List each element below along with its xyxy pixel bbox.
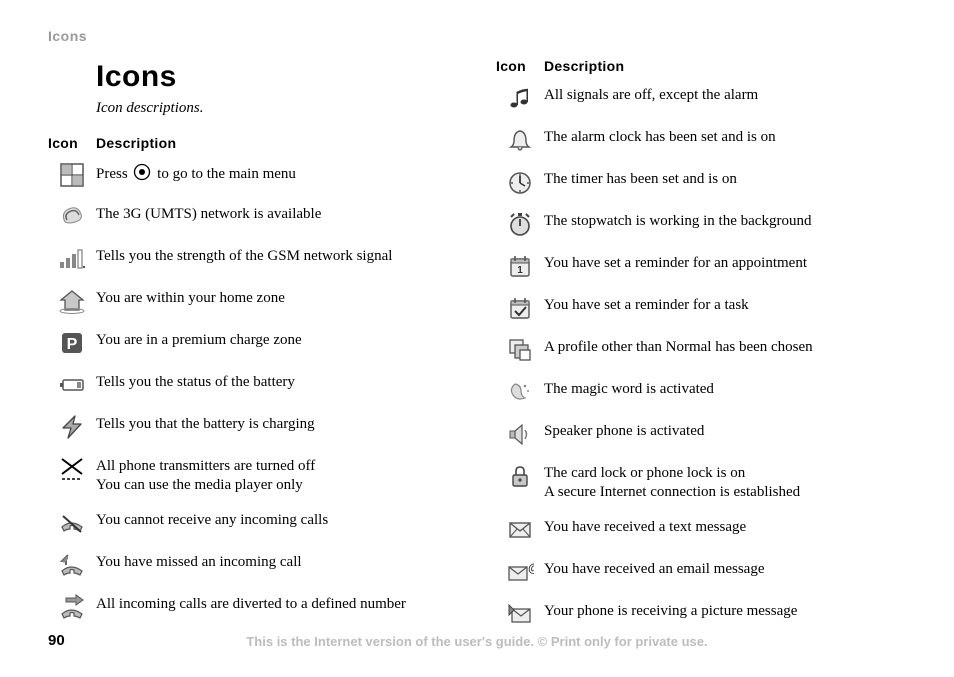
- alarm-icon: [496, 126, 544, 154]
- premium-zone-icon: [48, 329, 96, 357]
- icon-description: You have received a text message: [544, 516, 746, 537]
- icon-description: Tells you the strength of the GSM networ…: [96, 245, 392, 266]
- icon-description: The stopwatch is working in the backgrou…: [544, 210, 811, 231]
- task-reminder-icon: [496, 294, 544, 322]
- mms-icon: [496, 600, 544, 628]
- battery-icon: [48, 371, 96, 399]
- icon-row: All incoming calls are diverted to a def…: [48, 593, 448, 621]
- icon-row: The timer has been set and is on: [496, 168, 896, 196]
- icon-description: Speaker phone is activated: [544, 420, 704, 441]
- two-column-layout: Icons Icon descriptions. Icon Descriptio…: [48, 52, 906, 642]
- icon-row: You are in a premium charge zone: [48, 329, 448, 357]
- divert-icon: [48, 593, 96, 621]
- th-icon: Icon: [48, 135, 96, 151]
- icon-row: Press to go to the main menu: [48, 161, 448, 189]
- icon-description: All signals are off, except the alarm: [544, 84, 758, 105]
- center-button-icon: [133, 163, 151, 181]
- email-icon: [496, 558, 544, 586]
- icon-description: Tells you the status of the battery: [96, 371, 295, 392]
- icon-description: You are in a premium charge zone: [96, 329, 302, 350]
- flight-mode-icon: [48, 455, 96, 483]
- profile-icon: [496, 336, 544, 364]
- icon-row: Speaker phone is activated: [496, 420, 896, 448]
- icon-row: You are within your home zone: [48, 287, 448, 315]
- th-desc: Description: [96, 135, 176, 151]
- stopwatch-icon: [496, 210, 544, 238]
- sms-icon: [496, 516, 544, 544]
- missed-call-icon: [48, 551, 96, 579]
- home-zone-icon: [48, 287, 96, 315]
- icon-description: You are within your home zone: [96, 287, 285, 308]
- icon-description: You cannot receive any incoming calls: [96, 509, 328, 530]
- icon-row: You have received a text message: [496, 516, 896, 544]
- icon-row: Tells you the strength of the GSM networ…: [48, 245, 448, 273]
- icon-description: You have received an email message: [544, 558, 764, 579]
- icon-description: Your phone is receiving a picture messag…: [544, 600, 797, 621]
- page-title: Icons: [96, 60, 448, 94]
- icon-row: A profile other than Normal has been cho…: [496, 336, 896, 364]
- icon-row: All phone transmitters are turned off Yo…: [48, 455, 448, 495]
- running-header: Icons: [48, 28, 906, 44]
- icon-row: Tells you the status of the battery: [48, 371, 448, 399]
- umts-icon: [48, 203, 96, 231]
- left-column: Icons Icon descriptions. Icon Descriptio…: [48, 52, 448, 642]
- grid-icon: [48, 161, 96, 189]
- icon-description: You have missed an incoming call: [96, 551, 302, 572]
- footer-notice: This is the Internet version of the user…: [0, 634, 954, 649]
- icon-description: You have set a reminder for an appointme…: [544, 252, 807, 273]
- th-icon: Icon: [496, 58, 544, 74]
- icon-row: The 3G (UMTS) network is available: [48, 203, 448, 231]
- icon-description: The card lock or phone lock is on A secu…: [544, 462, 800, 502]
- column-header-right: Icon Description: [496, 58, 896, 74]
- icon-description: A profile other than Normal has been cho…: [544, 336, 813, 357]
- icon-row: The card lock or phone lock is on A secu…: [496, 462, 896, 502]
- column-header-left: Icon Description: [48, 135, 448, 151]
- icon-row: You have received an email message: [496, 558, 896, 586]
- charging-icon: [48, 413, 96, 441]
- icon-row: Tells you that the battery is charging: [48, 413, 448, 441]
- icon-description: The timer has been set and is on: [544, 168, 737, 189]
- icon-description: The alarm clock has been set and is on: [544, 126, 776, 147]
- th-desc: Description: [544, 58, 624, 74]
- magic-word-icon: [496, 378, 544, 406]
- icon-row: The magic word is activated: [496, 378, 896, 406]
- icon-row: The alarm clock has been set and is on: [496, 126, 896, 154]
- icon-row: You have set a reminder for a task: [496, 294, 896, 322]
- right-column: Icon Description All signals are off, ex…: [496, 52, 896, 642]
- icon-row: You have set a reminder for an appointme…: [496, 252, 896, 280]
- icon-description: You have set a reminder for a task: [544, 294, 749, 315]
- page-subtitle: Icon descriptions.: [96, 100, 448, 117]
- icon-row: You cannot receive any incoming calls: [48, 509, 448, 537]
- lock-icon: [496, 462, 544, 490]
- appointment-reminder-icon: [496, 252, 544, 280]
- manual-page: Icons Icons Icon descriptions. Icon Desc…: [0, 0, 954, 642]
- icon-description: The magic word is activated: [544, 378, 714, 399]
- icon-description: Tells you that the battery is charging: [96, 413, 315, 434]
- icon-description: All incoming calls are diverted to a def…: [96, 593, 406, 614]
- icon-description: All phone transmitters are turned off Yo…: [96, 455, 315, 495]
- icon-description: The 3G (UMTS) network is available: [96, 203, 321, 224]
- speaker-icon: [496, 420, 544, 448]
- no-calls-icon: [48, 509, 96, 537]
- icon-description: Press to go to the main menu: [96, 161, 296, 184]
- icon-row: You have missed an incoming call: [48, 551, 448, 579]
- timer-icon: [496, 168, 544, 196]
- signal-icon: [48, 245, 96, 273]
- title-block: Icons Icon descriptions.: [96, 60, 448, 117]
- icon-row: All signals are off, except the alarm: [496, 84, 896, 112]
- icon-row: The stopwatch is working in the backgrou…: [496, 210, 896, 238]
- icon-row: Your phone is receiving a picture messag…: [496, 600, 896, 628]
- silent-icon: [496, 84, 544, 112]
